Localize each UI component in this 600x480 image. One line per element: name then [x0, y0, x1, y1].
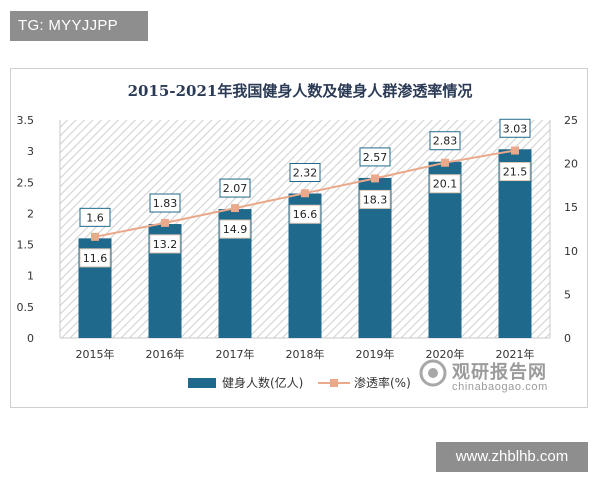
penetration-rate-marker	[371, 174, 379, 183]
line-value-label: 18.3	[363, 193, 388, 206]
line-value-label: 20.1	[433, 178, 458, 191]
y-left-tick-label: 2	[27, 207, 34, 220]
y-left-tick-label: 3	[27, 145, 34, 158]
line-value-box	[79, 248, 111, 268]
x-category-label: 2015年	[76, 347, 115, 361]
bar-value-label: 2.32	[293, 166, 318, 179]
legend-line-label: 渗透率(%)	[354, 375, 411, 390]
source-logo-url: chinabaogao.com	[452, 381, 548, 393]
y-left-tick-label: 1.5	[17, 239, 35, 252]
y-left-tick-label: 0	[27, 332, 34, 345]
bar-value-label: 2.57	[363, 151, 388, 164]
bar-value-box	[219, 178, 251, 198]
bar-value-box	[149, 193, 181, 213]
line-value-label: 16.6	[293, 208, 318, 221]
y-left-tick-label: 3.5	[17, 114, 35, 127]
y-right-tick-label: 15	[564, 201, 578, 214]
x-category-label: 2018年	[286, 347, 325, 361]
bar-value-label: 3.03	[503, 122, 528, 135]
y-right-tick-label: 25	[564, 114, 578, 127]
y-right-tick-label: 0	[564, 332, 571, 345]
watermark-top: TG: MYYJJPP	[10, 11, 148, 41]
x-category-label: 2016年	[146, 347, 185, 361]
x-category-label: 2017年	[216, 347, 255, 361]
bar-value-box	[359, 147, 391, 167]
line-value-label: 11.6	[83, 252, 108, 265]
line-value-box	[359, 189, 391, 209]
y-right-tick-label: 5	[564, 288, 571, 301]
line-value-box	[289, 204, 321, 224]
legend-line-marker	[330, 379, 338, 387]
x-category-label: 2019年	[356, 347, 395, 361]
chart-title: 2015-2021年我国健身人数及健身人群渗透率情况	[127, 82, 473, 100]
bar-value-box	[429, 131, 461, 151]
source-logo-name: 观研报告网	[452, 362, 547, 383]
penetration-rate-marker	[441, 158, 449, 167]
y-right-tick-label: 10	[564, 245, 578, 258]
bar-value-label: 2.07	[223, 182, 248, 195]
penetration-rate-marker	[231, 204, 239, 213]
line-value-label: 14.9	[223, 223, 248, 236]
legend-bar-swatch	[188, 378, 216, 388]
y-left-tick-label: 1	[27, 270, 34, 283]
bar-value-label: 2.83	[433, 135, 458, 148]
legend-bar-label: 健身人数(亿人)	[222, 375, 303, 390]
x-category-label: 2021年	[496, 347, 535, 361]
bar-value-box	[499, 118, 531, 138]
penetration-rate-marker	[511, 146, 519, 155]
bar-value-label: 1.6	[86, 211, 104, 224]
y-left-tick-label: 2.5	[17, 176, 35, 189]
line-value-label: 13.2	[153, 238, 178, 251]
penetration-rate-marker	[91, 232, 99, 241]
y-right-tick-label: 20	[564, 158, 578, 171]
line-value-box	[499, 162, 531, 182]
line-value-box	[149, 234, 181, 254]
bar-value-box	[79, 207, 111, 227]
line-value-box	[219, 219, 251, 239]
line-value-label: 21.5	[503, 166, 528, 179]
bar-value-box	[289, 162, 321, 182]
penetration-rate-marker	[161, 218, 169, 227]
bar-value-label: 1.83	[153, 197, 178, 210]
y-left-tick-label: 0.5	[17, 301, 35, 314]
line-value-box	[429, 174, 461, 194]
logo-mark-icon	[419, 359, 447, 387]
watermark-bottom: www.zhblhb.com	[436, 442, 588, 472]
penetration-rate-marker	[301, 189, 309, 198]
x-category-label: 2020年	[426, 347, 465, 361]
